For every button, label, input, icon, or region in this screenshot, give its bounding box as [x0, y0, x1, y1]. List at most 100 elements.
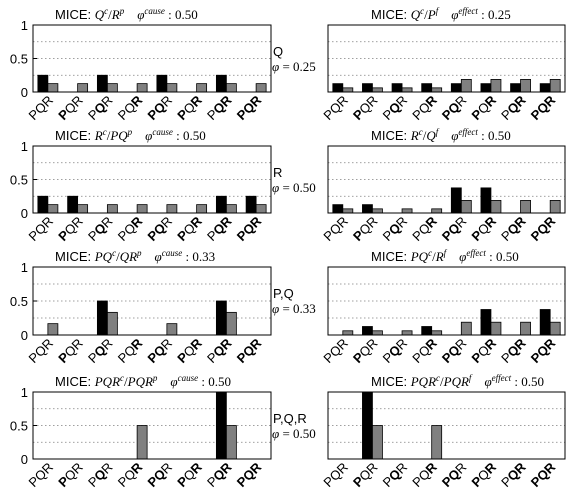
x-tick-label-6: PQR	[174, 459, 205, 490]
x-tick-label-4: PQR	[409, 335, 440, 366]
title-phi-value: : 0.33	[182, 249, 215, 264]
row-phi-value: = 0.25	[279, 59, 316, 74]
bar-series-2-1	[47, 323, 59, 336]
x-tick-label-2: PQR	[350, 93, 381, 124]
x-tick-label-3: PQR	[380, 460, 411, 491]
bar-series-2-3	[401, 208, 413, 214]
title-den-superscript: p	[119, 6, 125, 16]
x-tick-label-6: PQR	[469, 335, 500, 366]
x-tick-label-5: PQR	[144, 460, 175, 491]
bar-series-1-6	[480, 309, 492, 336]
x-tick-label-1: PQR	[25, 336, 56, 367]
row-phi-3: φ = 0.33	[272, 301, 316, 316]
panel-title: MICE: Rc/Qf φeffect : 0.50	[371, 127, 511, 143]
bar-series-1-2	[362, 83, 373, 93]
title-num-superscript: c	[103, 127, 107, 137]
title-denominator: R	[435, 249, 444, 264]
title-den-superscript: f	[436, 6, 440, 16]
plot-frame	[327, 145, 566, 214]
x-tick-label-3: PQR	[85, 336, 116, 367]
title-phi: φ	[438, 128, 458, 143]
bar-series-1-4	[421, 83, 433, 93]
title-prefix: MICE:	[371, 128, 411, 143]
title-numerator: Q	[411, 7, 421, 22]
bar-series-2-5	[460, 321, 472, 336]
bar-series-2-4	[136, 425, 148, 460]
row-label-3: P,Q	[273, 286, 294, 301]
x-tick-label-7: PQR	[204, 92, 235, 123]
title-den-superscript: f	[444, 248, 448, 258]
x-tick-label-7: PQR	[204, 213, 235, 244]
title-phi-superscript: cause	[162, 248, 183, 258]
x-tick-label-7: PQR	[498, 459, 529, 490]
bar-series-1-7	[215, 391, 227, 460]
bar-series-2-5	[460, 79, 472, 93]
title-phi-value: : 0.25	[478, 7, 511, 22]
title-num-superscript: c	[120, 373, 124, 383]
x-tick-label-4: PQR	[115, 213, 146, 244]
bar-series-1-2	[67, 195, 79, 214]
x-tick-label-5: PQR	[439, 93, 470, 124]
bar-series-1-2	[362, 204, 373, 214]
x-tick-label-2: PQR	[55, 336, 86, 367]
title-phi-value: : 0.50	[486, 249, 519, 264]
bar-series-2-6	[490, 79, 502, 93]
title-denominator: QR	[120, 249, 137, 264]
bar-series-2-7	[520, 79, 531, 93]
bar-series-2-2	[372, 425, 383, 460]
title-phi-superscript: effect	[492, 373, 512, 383]
panel-title: MICE: Qc/Pf φeffect : 0.25	[371, 6, 511, 22]
bar-series-2-1	[47, 83, 59, 93]
bar-series-1-5	[450, 187, 462, 214]
x-tick-label-6: PQR	[469, 213, 500, 244]
row-phi-symbol: φ	[272, 301, 279, 316]
x-tick-label-2: PQR	[55, 93, 86, 124]
row-phi-4: φ = 0.50	[272, 426, 316, 441]
title-phi: φ	[471, 374, 491, 389]
title-slash: /	[124, 374, 128, 389]
title-den-superscript: p	[152, 373, 158, 383]
bar-series-2-8	[255, 204, 267, 214]
plot-frame	[327, 391, 566, 460]
bar-series-1-1	[37, 195, 49, 214]
x-tick-label-3: PQR	[85, 93, 116, 124]
x-tick-label-5: PQR	[439, 214, 470, 245]
title-numerator: PQR	[94, 374, 120, 389]
bar-series-2-1	[47, 204, 59, 214]
x-tick-label-8: PQR	[528, 459, 559, 490]
x-tick-label-5: PQR	[439, 336, 470, 367]
x-tick-label-1: PQR	[320, 93, 351, 124]
x-tick-label-1: PQR	[320, 214, 351, 245]
x-tick-label-5: PQR	[144, 336, 175, 367]
y-tick-label-2: 0.5	[10, 173, 28, 188]
bar-series-1-8	[245, 195, 257, 214]
title-phi-superscript: effect	[458, 127, 478, 137]
title-den-superscript: p	[127, 127, 133, 137]
bar-series-2-4	[136, 83, 148, 93]
panel-title: MICE: PQc/QRp φcause : 0.33	[55, 248, 215, 264]
title-prefix: MICE:	[55, 374, 95, 389]
bar-series-1-5	[450, 83, 462, 93]
title-slash: /	[108, 7, 112, 22]
bar-series-2-4	[431, 425, 443, 460]
y-tick-label-2: 0.5	[10, 294, 28, 309]
y-tick-label-2: 0.5	[10, 419, 28, 434]
x-tick-label-3: PQR	[380, 93, 411, 124]
title-phi-superscript: effect	[458, 6, 478, 16]
title-denominator: Q	[426, 128, 436, 143]
bar-series-2-5	[166, 323, 178, 336]
bar-series-1-7	[215, 195, 227, 214]
x-tick-label-2: PQR	[350, 336, 381, 367]
title-slash: /	[440, 374, 444, 389]
title-phi: φ	[157, 374, 177, 389]
bar-series-2-8	[549, 79, 561, 93]
row-phi-2: φ = 0.50	[272, 180, 316, 195]
title-prefix: MICE:	[55, 128, 95, 143]
title-prefix: MICE:	[371, 7, 411, 22]
bar-series-2-4	[136, 204, 148, 214]
bar-series-2-3	[401, 330, 413, 336]
y-tick-label-3: 0	[21, 85, 28, 100]
